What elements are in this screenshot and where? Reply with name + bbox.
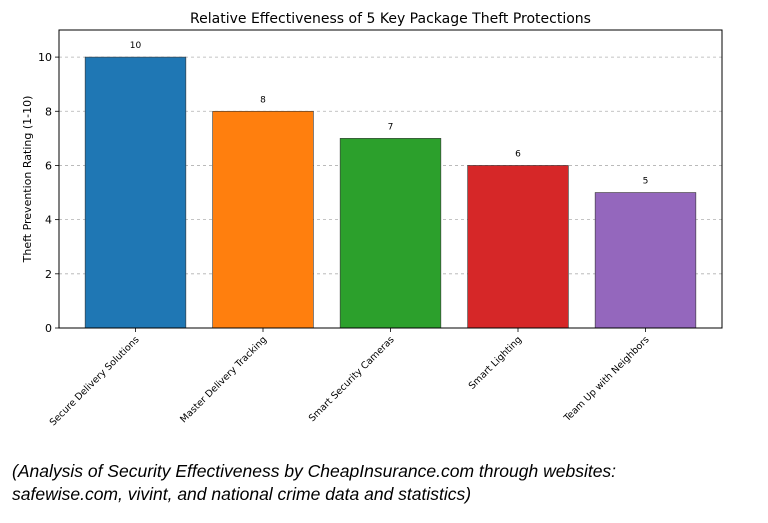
data-label: 6 <box>515 149 521 159</box>
data-label: 8 <box>260 95 266 105</box>
x-tick-label: Smart Lighting <box>467 334 524 391</box>
x-tick-label: Secure Delivery Solutions <box>48 334 142 428</box>
data-label: 7 <box>388 122 394 132</box>
y-tick-label: 10 <box>38 51 52 64</box>
caption-line-2: safewise.com, vivint, and national crime… <box>12 484 472 504</box>
bar-3 <box>339 138 442 329</box>
chart-title: Relative Effectiveness of 5 Key Package … <box>190 11 591 27</box>
bar-5 <box>594 192 697 329</box>
x-tick-label: Master Delivery Tracking <box>178 334 269 425</box>
plot-frame <box>58 29 723 329</box>
bar-2 <box>212 110 314 329</box>
data-label: 5 <box>643 177 649 187</box>
y-tick-label: 0 <box>45 322 52 335</box>
x-tick-label: Smart Security Cameras <box>307 334 397 424</box>
y-tick-label: 8 <box>45 105 52 118</box>
bar-1 <box>84 56 187 329</box>
y-axis-label: Theft Prevention Rating (1-10) <box>21 96 34 264</box>
y-tick-label: 4 <box>45 214 52 227</box>
caption-line-1: (Analysis of Security Effectiveness by C… <box>12 461 617 481</box>
source-caption: (Analysis of Security Effectiveness by C… <box>12 460 762 506</box>
bar-4 <box>467 165 569 329</box>
bar-chart: Relative Effectiveness of 5 Key Package … <box>21 11 723 428</box>
y-tick-label: 6 <box>45 159 52 172</box>
y-tick-label: 2 <box>45 268 52 281</box>
data-label: 10 <box>130 41 142 51</box>
x-tick-label: Team Up with Neighbors <box>561 334 651 424</box>
